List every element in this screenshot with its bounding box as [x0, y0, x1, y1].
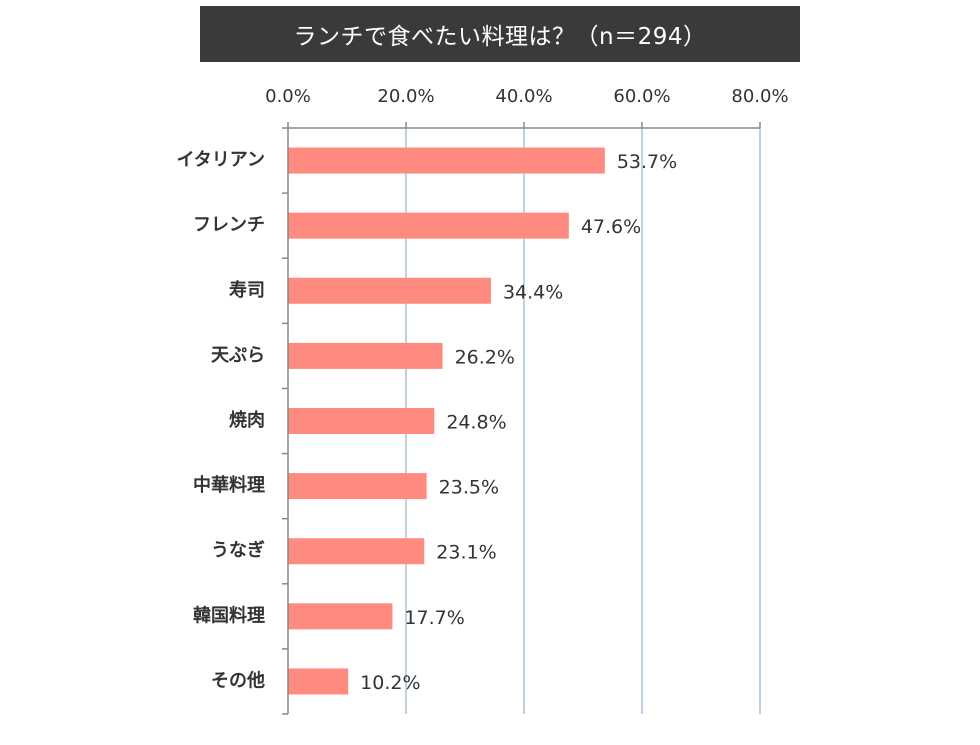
category-label: 韓国料理	[193, 604, 265, 626]
x-tick-labels: 0.0% 20.0% 40.0% 60.0% 80.0%	[265, 86, 788, 107]
data-label: 23.5%	[439, 477, 499, 499]
data-label: 53.7%	[617, 151, 677, 173]
x-tick-label: 60.0%	[613, 86, 670, 107]
bar	[288, 212, 569, 239]
x-tick-label: 40.0%	[495, 86, 552, 107]
data-label: 10.2%	[360, 672, 420, 694]
bar	[288, 277, 491, 304]
x-tick-label: 20.0%	[377, 86, 434, 107]
data-label: 34.4%	[503, 281, 563, 303]
axes	[282, 122, 761, 715]
bars	[288, 147, 605, 695]
category-label: イタリアン	[176, 150, 265, 171]
bar	[288, 408, 435, 434]
data-label: 26.2%	[455, 346, 515, 368]
bar	[288, 473, 427, 500]
x-tick-label: 80.0%	[731, 86, 788, 107]
category-label: 焼肉	[229, 409, 265, 431]
category-label: 寿司	[229, 279, 265, 301]
category-label: フレンチ	[193, 215, 265, 236]
data-labels: 53.7% 47.6% 34.4% 26.2% 24.8% 23.5% 23.1% 17.7%…	[360, 151, 677, 694]
category-label: 中華料理	[193, 474, 265, 496]
data-label: 17.7%	[404, 607, 464, 629]
x-tick-label: 0.0%	[265, 86, 311, 107]
bar	[288, 538, 425, 565]
bar	[288, 603, 393, 630]
bar	[288, 668, 349, 695]
data-label: 47.6%	[581, 216, 641, 238]
data-label: 23.1%	[436, 542, 496, 564]
category-label: うなぎ	[211, 539, 265, 561]
category-label: 天ぷら	[211, 345, 265, 366]
bar	[288, 147, 605, 174]
data-label: 24.8%	[446, 412, 506, 434]
category-label: その他	[211, 669, 265, 691]
chart-title: ランチで食べたい料理は？（n＝294）	[200, 6, 800, 62]
bar	[288, 342, 443, 369]
